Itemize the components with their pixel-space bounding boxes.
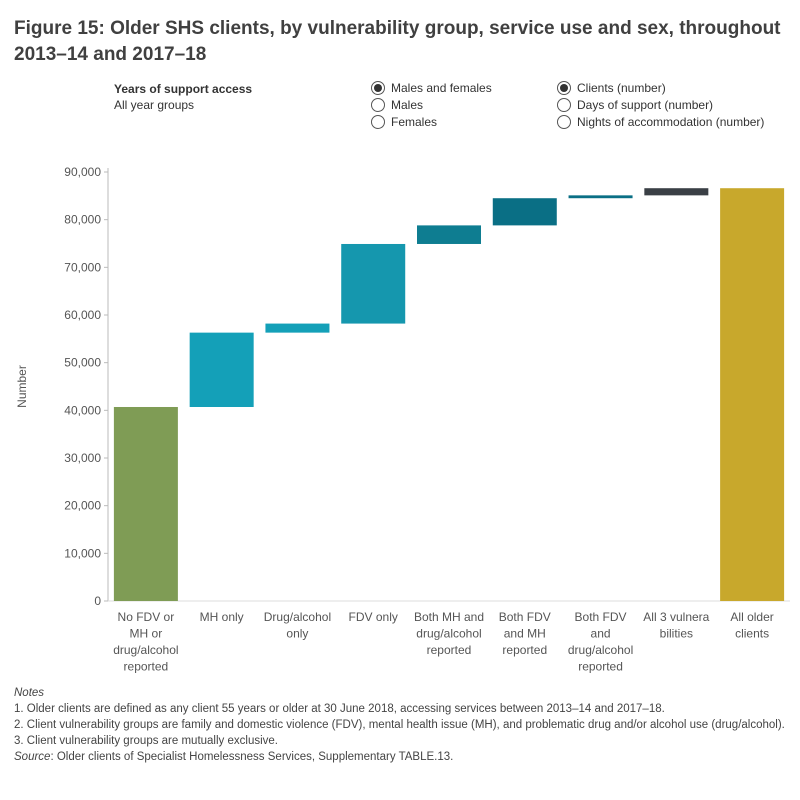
x-tick-label: FDV only [349,610,398,624]
waterfall-bar [417,225,481,244]
radio-option-males-and-females[interactable]: Males and females [371,79,492,96]
x-tick-label: Both FDV and drug/alcohol reported [568,610,633,674]
note-line: 3. Client vulnerability groups are mutua… [14,735,278,747]
radio-unselected-icon[interactable] [371,97,385,112]
waterfall-bar [492,198,557,226]
radio-option-days-of-support[interactable]: Days of support (number) [557,96,764,113]
radio-label: Nights of accommodation (number) [577,114,765,129]
waterfall-bar [113,406,178,601]
waterfall-chart: 0 10,000 20,000 30,000 40,000 50,000 60,000 70,… [15,165,790,674]
y-tick-label: 10,000 [64,546,101,560]
y-axis-label: Number [15,365,29,408]
waterfall-bar [720,188,785,601]
source-text: : Older clients of Specialist Homelessne… [50,751,454,763]
radio-unselected-icon[interactable] [371,114,385,129]
notes-section: Notes 1. Older clients are defined as an… [14,685,789,765]
year-filter-label: Years of support access [114,82,253,96]
x-tick-label: Both FDV and MH reported [499,610,551,657]
source-line: Source: Older clients of Specialist Home… [14,749,789,765]
source-label: Source [14,751,51,763]
radio-option-clients[interactable]: Clients (number) [557,79,764,96]
y-tick-label: 70,000 [64,260,101,274]
radio-option-females[interactable]: Females [371,113,492,130]
x-tick-label: All 3 vulnera bilities [643,610,709,641]
year-filter[interactable]: Years of support access All year groups [114,81,252,113]
sex-radio-group: Males and females Males Females [371,79,492,130]
radio-selected-icon[interactable] [557,80,571,95]
y-tick-label: 60,000 [64,308,101,322]
x-tick-label: Both MH and drug/alcohol reported [414,610,484,657]
year-filter-value[interactable]: All year groups [114,98,195,112]
waterfall-bar [341,243,406,324]
radio-label: Males and females [391,80,492,95]
radio-label: Clients (number) [577,80,666,95]
radio-label: Days of support (number) [577,97,714,112]
y-tick-label: 80,000 [64,213,101,227]
y-tick-label: 30,000 [64,451,101,465]
waterfall-bar [265,323,330,333]
waterfall-bar [568,195,633,199]
x-tick-label: No FDV or MH or drug/alcohol reported [113,610,178,674]
notes-heading: Notes [14,687,45,699]
radio-label: Females [391,114,438,129]
measure-radio-group: Clients (number) Days of support (number… [557,79,764,130]
y-tick-label: 90,000 [64,165,101,179]
x-tick-label: MH only [200,610,244,624]
radio-selected-icon[interactable] [371,80,385,95]
radio-unselected-icon[interactable] [557,97,571,112]
radio-label: Males [391,97,424,112]
x-tick-label: Drug/alcohol only [264,610,331,641]
radio-option-nights-of-accommodation[interactable]: Nights of accommodation (number) [557,113,764,130]
y-tick-label: 20,000 [64,499,101,513]
y-tick-label: 50,000 [64,356,101,370]
radio-option-males[interactable]: Males [371,96,492,113]
y-tick-label: 40,000 [64,403,101,417]
x-tick-label: All older clients [730,610,773,641]
waterfall-bar [189,332,254,407]
note-line: 1. Older clients are defined as any clie… [14,703,665,715]
chart-title: Figure 15: Older SHS clients, by vulnera… [14,18,781,65]
y-tick-label: 0 [94,594,101,608]
waterfall-bar [644,188,709,196]
radio-unselected-icon[interactable] [557,114,571,129]
note-line: 2. Client vulnerability groups are famil… [14,719,785,731]
